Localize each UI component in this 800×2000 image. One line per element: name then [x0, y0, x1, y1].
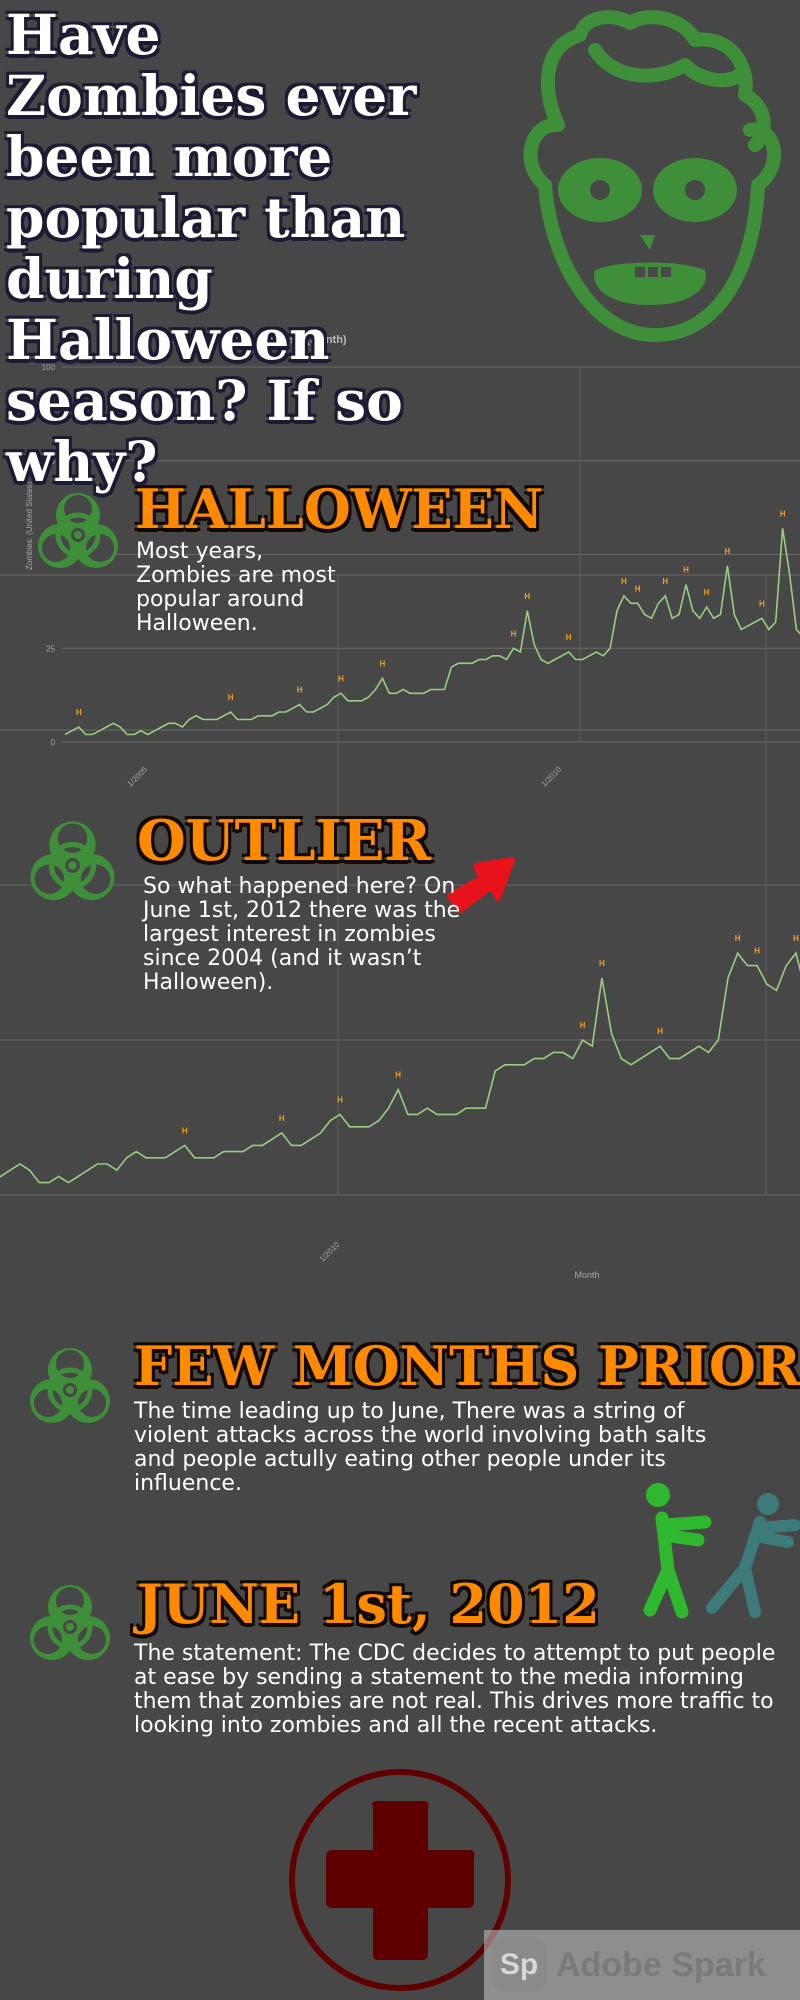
biohazard-icon [30, 821, 115, 901]
chart-annotation-marker: H [380, 659, 386, 668]
chart-y-tick: 100 [42, 363, 56, 372]
chart-annotation-marker: H [182, 1126, 188, 1135]
chart-annotation-marker: H [599, 959, 605, 968]
chart-annotation-marker: H [580, 1021, 586, 1030]
adobe-spark-name: Adobe Spark [556, 1945, 766, 1984]
chart-annotation-marker: H [76, 708, 82, 717]
section-heading-outlier: OUTLIER [137, 808, 432, 874]
biohazard-icon [30, 1585, 110, 1660]
chart-x-tick: 1/2010 [540, 765, 564, 789]
adobe-spark-logo: Sp [492, 1938, 546, 1992]
chart-annotation-marker: H [337, 1095, 343, 1104]
chart-annotation-marker: H [793, 934, 799, 943]
chart-x-axis-label: Month [574, 1270, 599, 1280]
section-text-halloween: Most years, Zombies are most popular aro… [136, 539, 336, 636]
chart-annotation-marker: H [735, 934, 741, 943]
section-text-outlier: So what happened here? On June 1st, 2012… [143, 874, 461, 995]
chart-annotation-marker: H [759, 599, 765, 608]
chart-annotation-marker: H [683, 566, 689, 575]
biohazard-icon [38, 493, 118, 568]
section-text-few-months-prior: The time leading up to June, There was a… [134, 1399, 707, 1496]
chart-annotation-marker: H [395, 1071, 401, 1080]
page-title: Have Zombies ever been more popular than… [6, 2, 417, 494]
chart-annotation-marker: H [704, 588, 710, 597]
chart-annotation-marker: H [228, 693, 234, 702]
zombie-walkers-icon [643, 1483, 800, 1619]
chart-series-line [64, 528, 800, 736]
chart-annotation-marker: H [621, 577, 627, 586]
chart-annotation-marker: H [566, 633, 572, 642]
chart-annotation-marker: H [657, 1027, 663, 1036]
chart-annotation-marker: H [524, 592, 530, 601]
chart-y-tick: 25 [46, 644, 55, 653]
chart-annotation-marker: H [338, 674, 344, 683]
chart-annotation-marker: H [511, 629, 517, 638]
chart-annotation-marker: H [754, 947, 760, 956]
chart-annotation-marker: H [662, 577, 668, 586]
chart-annotation-marker: H [297, 686, 303, 695]
red-arrow-icon [447, 857, 515, 913]
chart-y-tick: 0 [51, 738, 56, 747]
adobe-spark-watermark: Sp Adobe Spark [484, 1930, 800, 2000]
chart-grid [0, 366, 800, 1196]
section-text-june-1st: The statement: The CDC decides to attemp… [134, 1641, 776, 1738]
chart-x-tick: 1/2010 [318, 1240, 342, 1264]
chart-y-axis-label: Zombies: (United States) [25, 481, 34, 570]
chart-annotation-marker: H [279, 1114, 285, 1123]
biohazard-icon [30, 1348, 110, 1423]
red-cross-icon [289, 1769, 511, 1991]
chart-annotation-marker: H [780, 509, 786, 518]
chart-annotation-marker: H [635, 584, 641, 593]
chart-title: Zombies: (United States): (Month) [170, 334, 347, 346]
zombie-search-chart: Zombies: (United States): (Month) Zombie… [0, 334, 800, 1280]
chart-annotation-marker: H [725, 547, 731, 556]
chart-series-line [0, 951, 800, 1184]
chart-y-tick: 75 [46, 457, 55, 466]
section-heading-halloween: HALLOWEEN [135, 477, 544, 541]
section-heading-few-months-prior: FEW MONTHS PRIOR [134, 1334, 800, 1398]
zombie-face-icon [523, 10, 781, 342]
chart-x-tick: 1/2005 [126, 765, 150, 789]
chart-marks: H H H H H H H H H H H H H H H H H H H H H H H H H H [0, 509, 800, 1184]
section-heading-june-1st: JUNE 1st, 2012 [137, 1572, 600, 1636]
